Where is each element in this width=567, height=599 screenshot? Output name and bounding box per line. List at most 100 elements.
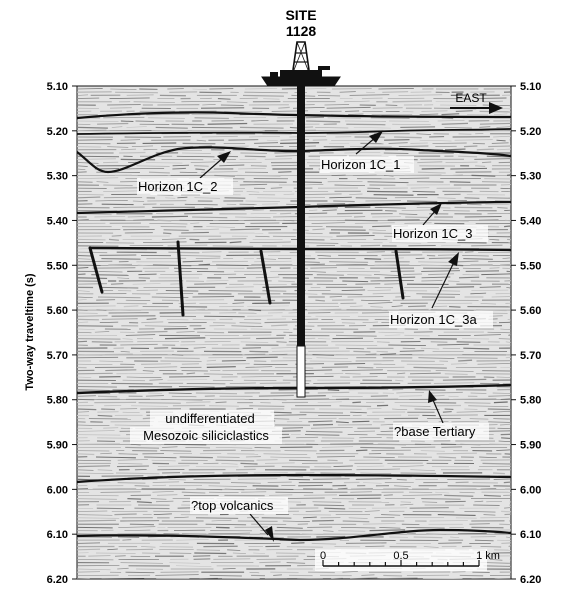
- seismic-reflector-stroke: [306, 120, 341, 123]
- seismic-reflector-stroke: [108, 238, 119, 241]
- seismic-reflector-stroke: [251, 120, 269, 122]
- seismic-reflector-stroke: [194, 552, 227, 555]
- top-volcanics-label: ?top volcanics: [191, 498, 274, 513]
- seismic-reflector-stroke: [487, 408, 511, 411]
- seismic-reflector-stroke: [498, 440, 511, 443]
- seismic-reflector-stroke: [404, 222, 432, 224]
- seismic-reflector-stroke: [444, 494, 474, 497]
- seismic-reflector-stroke: [95, 200, 128, 202]
- seismic-reflector-stroke: [429, 219, 469, 222]
- seismic-reflector-stroke: [215, 145, 249, 148]
- seismic-reflector-stroke: [399, 350, 425, 352]
- seismic-reflector-stroke: [349, 305, 363, 307]
- seismic-reflector-stroke: [154, 130, 188, 132]
- seismic-reflector-stroke: [450, 167, 488, 170]
- seismic-reflector-stroke: [309, 360, 352, 362]
- seismic-reflector-stroke: [107, 548, 118, 551]
- seismic-reflector-stroke: [77, 542, 101, 544]
- seismic-reflector-stroke: [264, 462, 295, 464]
- seismic-reflector-stroke: [161, 238, 186, 240]
- seismic-reflector-stroke: [311, 222, 346, 224]
- seismic-reflector-stroke: [463, 347, 490, 350]
- seismic-reflector-stroke: [505, 219, 511, 222]
- seismic-reflector-stroke: [367, 181, 409, 184]
- seismic-reflector-stroke: [443, 286, 475, 288]
- seismic-reflector-stroke: [97, 122, 129, 125]
- seismic-reflector-stroke: [77, 363, 113, 365]
- seismic-reflector-stroke: [509, 324, 511, 327]
- seismic-reflector-stroke: [304, 193, 342, 196]
- seismic-reflector-stroke: [192, 88, 207, 90]
- seismic-reflector-stroke: [92, 267, 136, 269]
- seismic-reflector-stroke: [77, 354, 103, 356]
- seismic-reflector-stroke: [232, 302, 245, 304]
- seismic-reflector-stroke: [440, 414, 478, 416]
- seismic-reflector-stroke: [454, 139, 493, 141]
- seismic-reflector-stroke: [142, 370, 155, 372]
- seismic-reflector-stroke: [311, 542, 337, 545]
- seismic-reflector-stroke: [392, 100, 433, 103]
- seismic-reflector-stroke: [235, 216, 271, 219]
- seismic-reflector-stroke: [305, 430, 343, 433]
- seismic-reflector-stroke: [421, 498, 461, 500]
- horizon-1c-1-arrow: [355, 131, 383, 155]
- seismic-reflector-stroke: [333, 465, 353, 468]
- seismic-reflector-stroke: [469, 523, 490, 525]
- seismic-reflector-stroke: [253, 552, 266, 554]
- seismic-reflector-stroke: [299, 411, 344, 414]
- seismic-reflector-stroke: [458, 276, 480, 279]
- seismic-reflector-stroke: [246, 356, 278, 359]
- seismic-reflector-stroke: [237, 174, 281, 177]
- seismic-reflector-stroke: [191, 113, 236, 115]
- seismic-reflector-stroke: [437, 514, 476, 516]
- seismic-reflector-stroke: [361, 311, 393, 314]
- seismic-reflector-stroke: [145, 443, 161, 446]
- seismic-reflector-stroke: [413, 331, 433, 333]
- seismic-reflector-stroke: [221, 206, 254, 208]
- seismic-reflector-stroke: [271, 347, 298, 349]
- seismic-reflector-stroke: [350, 577, 378, 579]
- seismic-reflector-stroke: [97, 469, 113, 471]
- y-tick-label-right: 5.40: [520, 215, 541, 227]
- seismic-reflector-stroke: [181, 231, 209, 234]
- seismic-reflector-stroke: [464, 216, 502, 218]
- seismic-reflector-stroke: [362, 523, 396, 525]
- seismic-reflector-stroke: [496, 148, 511, 151]
- seismic-reflector-stroke: [392, 123, 431, 126]
- seismic-reflector-stroke: [500, 187, 511, 190]
- seismic-reflector-stroke: [151, 459, 176, 462]
- seismic-reflector-stroke: [77, 258, 91, 260]
- seismic-reflector-stroke: [429, 391, 463, 394]
- seismic-reflector-stroke: [348, 507, 367, 510]
- seismic-reflector-stroke: [462, 255, 489, 257]
- seismic-reflector-stroke: [120, 343, 158, 346]
- seismic-reflector-stroke: [152, 481, 180, 484]
- seismic-reflector-stroke: [242, 94, 284, 97]
- seismic-reflector-stroke: [96, 309, 107, 311]
- seismic-reflector-stroke: [276, 526, 303, 529]
- seismic-reflector-stroke: [482, 104, 511, 107]
- seismic-reflector-stroke: [196, 549, 221, 551]
- seismic-reflector-stroke: [177, 196, 188, 199]
- seismic-reflector-stroke: [240, 462, 258, 465]
- seismic-reflector-stroke: [310, 267, 337, 269]
- seismic-reflector-stroke: [384, 139, 410, 141]
- seismic-reflector-stroke: [419, 113, 439, 116]
- seismic-reflector-stroke: [478, 97, 507, 100]
- seismic-reflector-stroke: [77, 129, 107, 131]
- seismic-reflector-stroke: [230, 228, 260, 231]
- seismic-reflector-stroke: [186, 372, 196, 375]
- seismic-reflector-stroke: [412, 511, 455, 513]
- seismic-reflector-stroke: [215, 459, 255, 462]
- seismic-reflector-stroke: [77, 559, 114, 561]
- seismic-reflector-stroke: [410, 469, 435, 471]
- seismic-reflector-stroke: [255, 276, 280, 279]
- y-tick-label-left: 5.60: [47, 305, 68, 317]
- seismic-reflector-stroke: [274, 414, 307, 416]
- seismic-reflector-stroke: [302, 261, 320, 264]
- seismic-reflector-stroke: [194, 283, 227, 285]
- seismic-reflector-stroke: [339, 91, 356, 93]
- seismic-reflector-stroke: [396, 478, 407, 481]
- seismic-reflector-stroke: [179, 254, 221, 257]
- seismic-reflector-stroke: [253, 251, 281, 253]
